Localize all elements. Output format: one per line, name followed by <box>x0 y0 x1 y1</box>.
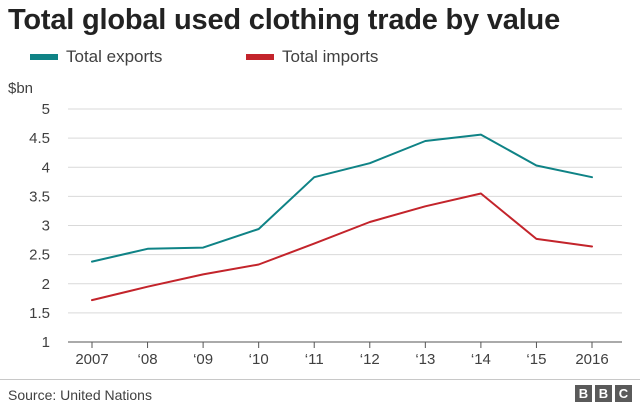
y-tick-label: 3.5 <box>29 188 50 205</box>
x-tick-label: 2016 <box>575 351 608 368</box>
series-line-imports <box>91 192 593 302</box>
legend-item-exports: Total exports <box>30 47 162 67</box>
legend: Total exports Total imports <box>0 47 640 71</box>
y-tick-label: 2.5 <box>29 247 50 264</box>
y-tick-label: 3 <box>42 218 50 235</box>
x-tick-label: ‘09 <box>193 351 213 368</box>
x-tick-label: ‘12 <box>360 351 380 368</box>
x-tick-label: ‘14 <box>471 351 491 368</box>
bbc-logo: B B C <box>575 385 632 402</box>
series-line-exports <box>91 133 593 263</box>
x-tick-label: ‘08 <box>138 351 158 368</box>
x-tick-label: ‘15 <box>526 351 546 368</box>
legend-label-exports: Total exports <box>66 47 163 66</box>
y-tick-label: 1.5 <box>29 305 50 322</box>
y-tick-label: 1 <box>42 334 50 351</box>
line-chart: 1 1.5 2 2.5 3 3.5 4 4.5 5 2007 ‘08 ‘09 ‘10 ‘11 ‘12 ‘13 ‘… <box>29 101 622 368</box>
source-note: Source: United Nations <box>8 387 152 403</box>
y-tick-label: 4 <box>42 159 50 176</box>
legend-swatch-exports <box>30 54 58 60</box>
logo-letter-b2: B <box>595 385 612 402</box>
x-tick-label: 2007 <box>75 351 108 368</box>
x-tick-label: ‘11 <box>305 351 324 368</box>
legend-item-imports: Total imports <box>246 47 378 67</box>
x-tick-label: ‘13 <box>415 351 435 368</box>
footer: Source: United Nations B B C <box>0 379 640 410</box>
y-tick-label: 2 <box>42 276 50 293</box>
x-tick-label: ‘10 <box>249 351 269 368</box>
legend-label-imports: Total imports <box>282 47 379 66</box>
chart-title: Total global used clothing trade by valu… <box>8 4 561 36</box>
logo-letter-b1: B <box>575 385 592 402</box>
y-tick-label: 4.5 <box>29 130 50 147</box>
y-axis-unit-label: $bn <box>8 80 34 97</box>
legend-swatch-imports <box>246 54 274 60</box>
y-tick-label: 5 <box>42 101 50 118</box>
logo-letter-c: C <box>615 385 632 402</box>
